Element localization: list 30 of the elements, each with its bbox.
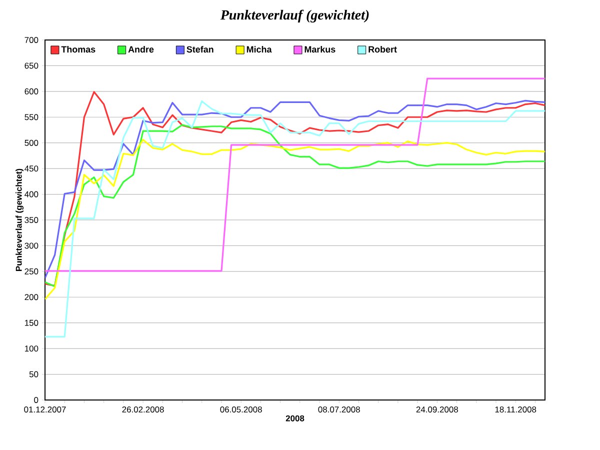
x-tick-label: 18.11.2008: [495, 406, 536, 412]
y-tick-label: 300: [24, 242, 38, 249]
legend-label: Markus: [304, 46, 336, 53]
y-tick-label: 250: [24, 268, 38, 274]
y-axis-title: Punkteverlauf (gewichtet): [16, 168, 24, 271]
x-tick-label: 01.12.2007: [24, 406, 66, 412]
y-tick-label: 0: [34, 396, 38, 403]
legend-label: Stefan: [186, 46, 214, 53]
y-tick-label: 200: [24, 294, 38, 300]
legend-label: Micha: [246, 46, 272, 53]
y-tick-label: 500: [24, 140, 38, 146]
chart-title: Punkteverlauf (gewichtet): [220, 10, 369, 22]
x-tick-label: 24.09.2008: [416, 406, 458, 412]
x-tick-label: 06.05.2008: [220, 406, 262, 412]
legend-label: Andre: [128, 46, 154, 53]
x-axis-title: 2008: [286, 415, 304, 422]
y-tick-label: 150: [25, 320, 38, 326]
y-tick-label: 650: [24, 62, 38, 69]
x-tick-label: 08.07.2008: [318, 406, 360, 412]
legend-label: Robert: [368, 46, 397, 53]
y-tick-label: 400: [24, 191, 38, 198]
legend-label: Thomas: [61, 46, 96, 53]
y-tick-label: 450: [24, 166, 38, 172]
y-tick-label: 700: [24, 37, 38, 43]
y-tick-label: 550: [24, 114, 38, 120]
y-tick-label: 600: [24, 88, 38, 94]
y-tick-label: 100: [25, 346, 38, 352]
y-tick-label: 50: [29, 371, 38, 378]
y-tick-label: 350: [24, 216, 38, 223]
x-tick-label: 26.02.2008: [122, 406, 164, 412]
